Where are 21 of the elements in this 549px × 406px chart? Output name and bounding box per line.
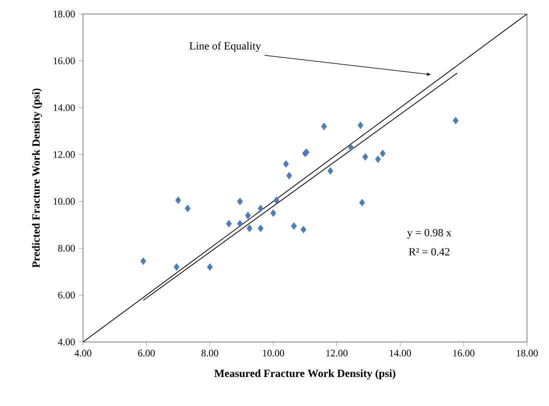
y-tick-label: 12.00 [54, 151, 75, 158]
x-tick-label: 14.00 [390, 350, 411, 357]
y-tick-label: 10.00 [54, 198, 75, 205]
y-tick-label: 8.00 [58, 244, 75, 252]
y-tick-label: 14.00 [54, 104, 75, 112]
annotation: Line of Equality [189, 42, 261, 52]
annotation: R² = 0.42 [408, 248, 450, 256]
x-tick-label: 6.00 [138, 350, 155, 357]
x-tick-label: 8.00 [202, 350, 218, 357]
x-tick-label: 10.00 [262, 350, 284, 357]
annotation: y = 0.98 x [407, 228, 452, 239]
y-axis-title: Predicted Fracture Work Density (psi) [32, 88, 42, 268]
y-tick-label: 18.00 [54, 10, 75, 18]
x-tick-label: 16.00 [453, 350, 474, 357]
x-axis-title: Measured Fracture Work Density (psi) [214, 369, 396, 380]
x-tick-label: 4.00 [74, 350, 92, 357]
y-tick-label: 16.00 [54, 57, 75, 64]
y-tick-label: 6.00 [58, 292, 75, 299]
x-tick-label: 12.00 [326, 350, 348, 357]
y-tick-label: 4.00 [58, 338, 75, 346]
x-tick-label: 18.00 [516, 350, 538, 357]
